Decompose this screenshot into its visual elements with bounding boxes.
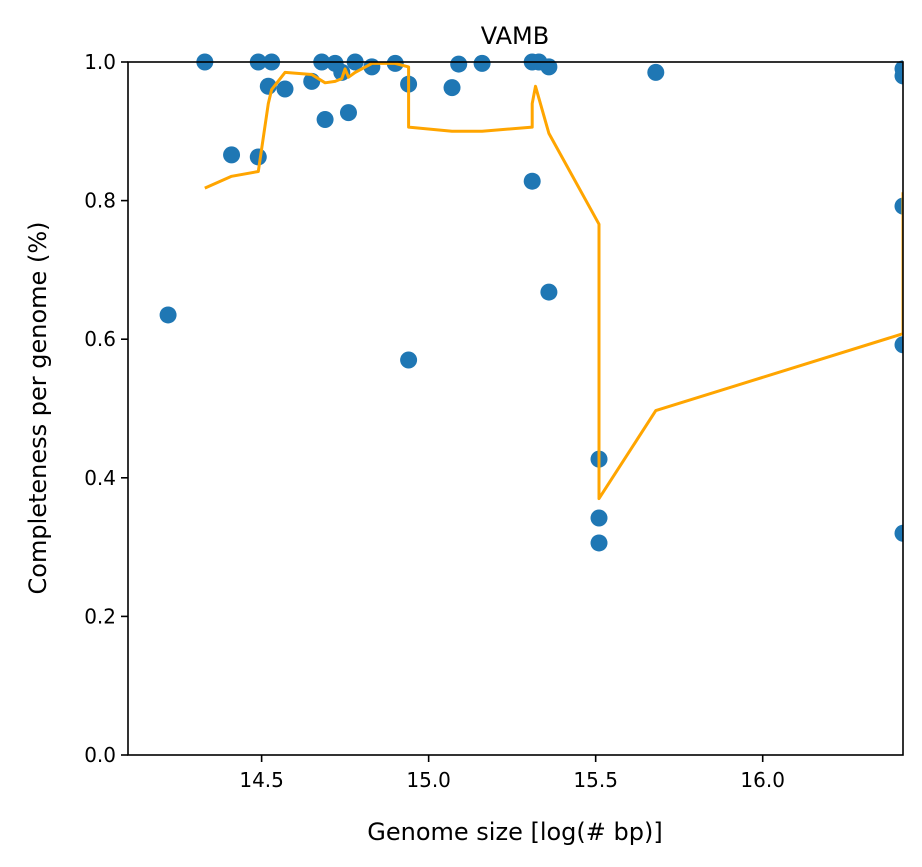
data-point-30 [647,63,665,81]
x-tick-label-2: 15.5 [573,768,618,792]
data-point-26 [540,283,558,301]
data-point-7 [276,80,294,98]
x-tick-label-3: 16.0 [740,768,785,792]
x-axis-title: Genome size [log(# bp)] [367,818,662,846]
data-point-34 [894,336,903,354]
y-tick-label-3: 0.6 [84,327,116,351]
plot-frame [127,61,904,756]
data-point-21 [473,54,491,72]
data-point-23 [523,172,541,190]
data-point-28 [590,509,608,527]
y-tick-label-2: 0.4 [84,466,116,490]
data-point-33 [894,197,903,215]
data-point-20 [450,55,468,73]
data-point-0 [159,306,177,324]
y-axis-title: Completeness per genome (%) [24,222,52,595]
data-point-10 [316,111,334,129]
trend-line [204,61,903,501]
data-point-32 [894,67,903,85]
data-point-19 [443,79,461,97]
data-point-35 [894,524,903,542]
y-tick-label-0: 0.0 [84,743,116,767]
data-point-13 [339,104,357,122]
x-tick-label-1: 15.0 [406,768,451,792]
data-point-2 [223,146,241,164]
chart-title: VAMB [481,22,549,50]
y-tick-label-4: 0.8 [84,189,116,213]
plot-marks [159,53,903,552]
x-tick-label-0: 14.5 [239,768,284,792]
y-tick-label-1: 0.2 [84,604,116,628]
y-tick-label-5: 1.0 [84,50,116,74]
data-point-25 [540,58,558,76]
data-point-18 [400,351,418,369]
data-point-29 [590,534,608,552]
axes: 14.5 15.0 15.5 16.0 0.0 0.2 0.4 0.6 0.8 1.0 [84,50,904,792]
